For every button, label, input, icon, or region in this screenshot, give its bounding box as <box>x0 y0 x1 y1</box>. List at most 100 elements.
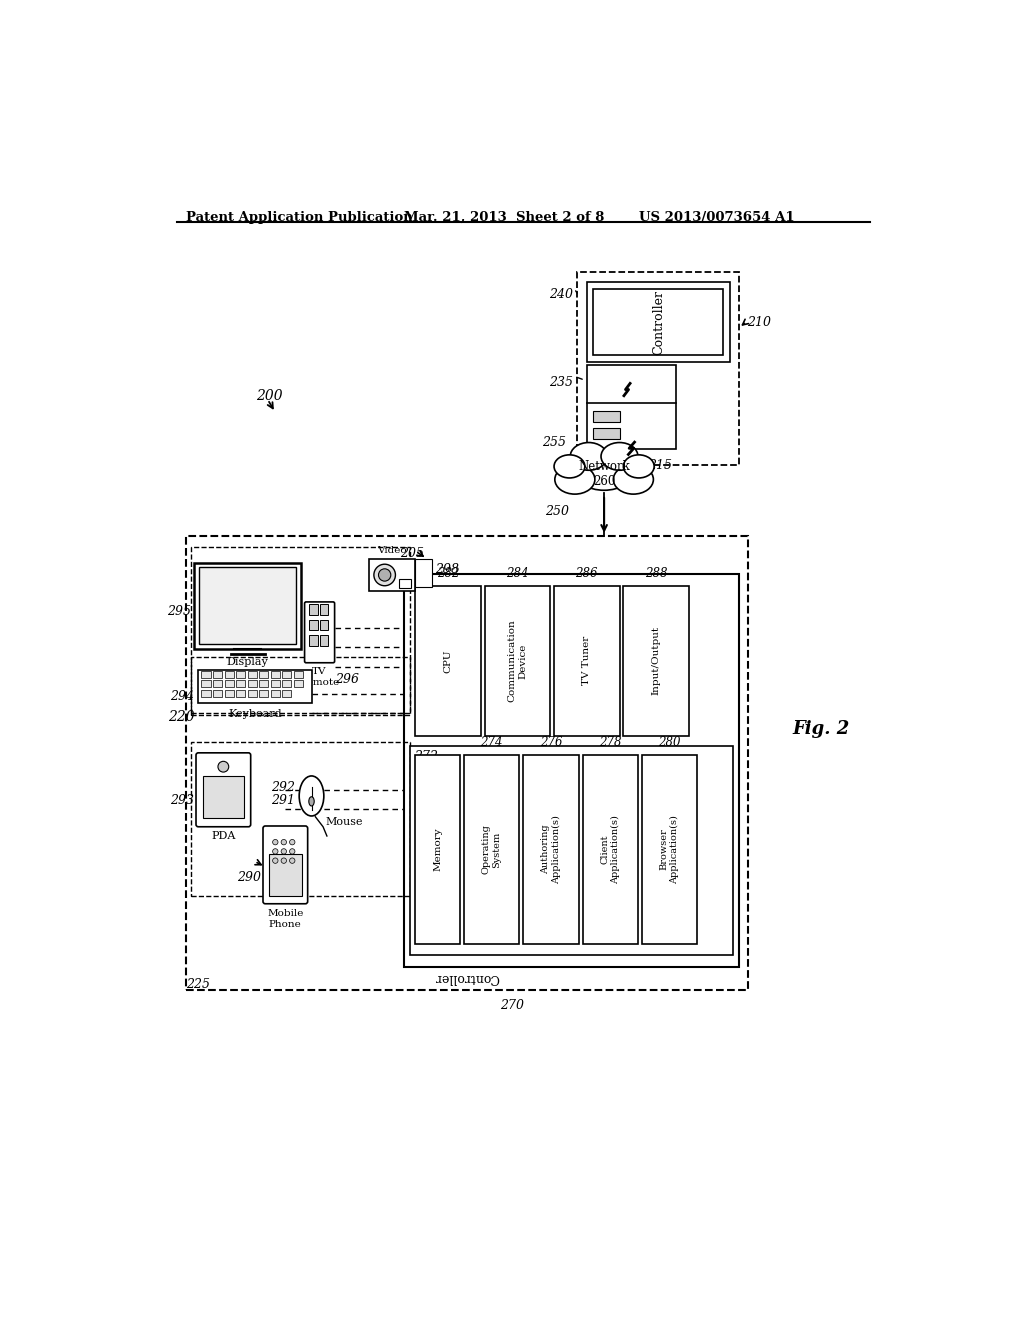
Text: 291: 291 <box>270 793 295 807</box>
FancyBboxPatch shape <box>259 681 268 688</box>
FancyBboxPatch shape <box>202 671 211 678</box>
Text: Controller: Controller <box>434 970 500 983</box>
FancyBboxPatch shape <box>213 689 222 697</box>
FancyBboxPatch shape <box>403 574 739 966</box>
FancyBboxPatch shape <box>237 689 246 697</box>
Text: CPU: CPU <box>443 649 453 673</box>
FancyBboxPatch shape <box>294 681 303 688</box>
FancyBboxPatch shape <box>294 671 303 678</box>
Text: 280: 280 <box>658 737 681 748</box>
Text: Operating
System: Operating System <box>482 825 502 874</box>
Text: 215: 215 <box>648 459 672 471</box>
Text: 286: 286 <box>575 566 598 579</box>
Ellipse shape <box>574 450 634 490</box>
Ellipse shape <box>555 465 595 494</box>
FancyBboxPatch shape <box>202 681 211 688</box>
FancyBboxPatch shape <box>259 671 268 678</box>
Text: 284: 284 <box>506 566 528 579</box>
FancyBboxPatch shape <box>263 826 307 904</box>
Text: Network
260: Network 260 <box>579 461 630 488</box>
Ellipse shape <box>299 776 324 816</box>
Text: Mar. 21, 2013  Sheet 2 of 8: Mar. 21, 2013 Sheet 2 of 8 <box>403 211 604 224</box>
Circle shape <box>282 849 287 854</box>
Text: 292: 292 <box>270 780 295 793</box>
Text: 293: 293 <box>170 793 195 807</box>
Text: Input/Output: Input/Output <box>651 626 660 696</box>
Circle shape <box>282 858 287 863</box>
FancyBboxPatch shape <box>464 755 519 944</box>
FancyBboxPatch shape <box>370 558 416 591</box>
Text: Display: Display <box>226 656 268 667</box>
Text: Video: Video <box>378 546 408 554</box>
FancyBboxPatch shape <box>587 364 676 449</box>
FancyBboxPatch shape <box>224 681 233 688</box>
FancyBboxPatch shape <box>416 586 481 737</box>
Circle shape <box>282 840 287 845</box>
Text: 276: 276 <box>540 737 562 748</box>
FancyBboxPatch shape <box>237 681 246 688</box>
Text: 290: 290 <box>238 871 261 883</box>
Text: 288: 288 <box>645 566 668 579</box>
FancyBboxPatch shape <box>416 755 460 944</box>
FancyBboxPatch shape <box>195 562 301 649</box>
Text: US 2013/0073654 A1: US 2013/0073654 A1 <box>639 211 795 224</box>
Text: Browser
Application(s): Browser Application(s) <box>659 814 679 884</box>
Circle shape <box>272 858 278 863</box>
Ellipse shape <box>309 797 314 807</box>
Text: 274: 274 <box>480 737 503 748</box>
Text: Keyboard: Keyboard <box>228 709 283 719</box>
Text: Patent Application Publication: Patent Application Publication <box>186 211 413 224</box>
FancyBboxPatch shape <box>224 689 233 697</box>
Text: 270: 270 <box>500 999 524 1012</box>
Text: Memory: Memory <box>433 828 442 871</box>
Text: 250: 250 <box>546 506 569 517</box>
FancyBboxPatch shape <box>283 671 292 678</box>
FancyBboxPatch shape <box>587 281 730 363</box>
FancyBboxPatch shape <box>186 536 749 990</box>
FancyBboxPatch shape <box>199 671 312 702</box>
FancyBboxPatch shape <box>578 272 739 465</box>
FancyBboxPatch shape <box>319 619 329 631</box>
FancyBboxPatch shape <box>309 605 317 615</box>
FancyBboxPatch shape <box>248 671 257 678</box>
Text: 282: 282 <box>437 566 460 579</box>
Text: 205: 205 <box>400 548 424 560</box>
FancyBboxPatch shape <box>199 568 296 644</box>
Ellipse shape <box>613 465 653 494</box>
FancyBboxPatch shape <box>642 755 697 944</box>
Ellipse shape <box>554 455 585 478</box>
FancyBboxPatch shape <box>593 412 621 422</box>
Ellipse shape <box>624 455 654 478</box>
Circle shape <box>272 849 278 854</box>
FancyBboxPatch shape <box>583 755 638 944</box>
Circle shape <box>272 840 278 845</box>
FancyBboxPatch shape <box>237 671 246 678</box>
Text: Client
Application(s): Client Application(s) <box>600 814 621 884</box>
Text: Fig. 2: Fig. 2 <box>793 721 850 738</box>
Text: Mouse: Mouse <box>326 817 362 826</box>
FancyBboxPatch shape <box>304 602 335 663</box>
Circle shape <box>374 564 395 586</box>
Text: TV Tuner: TV Tuner <box>583 636 591 685</box>
FancyBboxPatch shape <box>416 558 432 587</box>
FancyBboxPatch shape <box>202 689 211 697</box>
FancyBboxPatch shape <box>269 854 301 896</box>
Text: 295: 295 <box>167 605 190 618</box>
Text: 294: 294 <box>170 689 195 702</box>
Text: 278: 278 <box>599 737 622 748</box>
FancyBboxPatch shape <box>593 289 724 355</box>
FancyBboxPatch shape <box>624 586 689 737</box>
Ellipse shape <box>570 442 607 470</box>
FancyBboxPatch shape <box>196 752 251 826</box>
FancyBboxPatch shape <box>248 681 257 688</box>
Text: 235: 235 <box>549 376 573 388</box>
Circle shape <box>290 849 295 854</box>
Text: TV
Remote: TV Remote <box>299 668 340 686</box>
Text: 225: 225 <box>186 978 210 991</box>
FancyBboxPatch shape <box>410 746 733 956</box>
Text: 210: 210 <box>746 317 770 329</box>
Text: 220: 220 <box>168 710 195 725</box>
FancyBboxPatch shape <box>270 689 280 697</box>
Circle shape <box>218 762 228 772</box>
Text: 272: 272 <box>414 750 438 763</box>
